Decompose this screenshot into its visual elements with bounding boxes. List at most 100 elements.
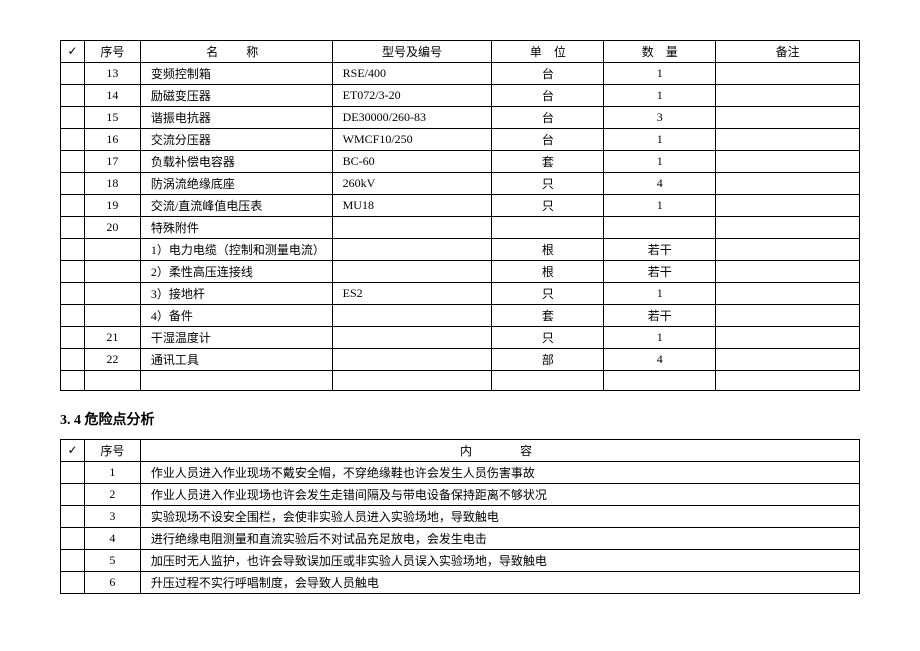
table-row: 19交流/直流峰值电压表MU18只1 [61, 195, 860, 217]
cell-seq: 17 [84, 151, 140, 173]
cell-check [61, 107, 85, 129]
cell-seq: 1 [84, 462, 140, 484]
cell-check [61, 85, 85, 107]
cell-seq [84, 261, 140, 283]
cell-check [61, 462, 85, 484]
section-title: 3. 4 危险点分析 [60, 409, 860, 429]
cell-name: 特殊附件 [140, 217, 332, 239]
cell-model: RSE/400 [332, 63, 492, 85]
cell-qty: 3 [604, 107, 716, 129]
cell-remark [716, 173, 860, 195]
cell-model: BC-60 [332, 151, 492, 173]
t2-h-content: 内 容 [140, 440, 859, 462]
cell-remark [716, 217, 860, 239]
cell-qty: 若干 [604, 305, 716, 327]
cell-seq: 21 [84, 327, 140, 349]
cell-seq [84, 305, 140, 327]
cell-check [61, 371, 85, 391]
cell-seq: 19 [84, 195, 140, 217]
cell-seq: 2 [84, 484, 140, 506]
table-row: 13变频控制箱RSE/400台1 [61, 63, 860, 85]
cell-unit: 只 [492, 173, 604, 195]
cell-remark [716, 107, 860, 129]
cell-name: 2）柔性高压连接线 [140, 261, 332, 283]
cell-content: 加压时无人监护，也许会导致误加压或非实验人员误入实验场地，导致触电 [140, 550, 859, 572]
cell-name: 谐振电抗器 [140, 107, 332, 129]
t2-h-seq: 序号 [84, 440, 140, 462]
cell-name: 励磁变压器 [140, 85, 332, 107]
table-row: 4）备件套若干 [61, 305, 860, 327]
table-row: 1）电力电缆（控制和测量电流）根若干 [61, 239, 860, 261]
cell-remark [716, 151, 860, 173]
cell-check [61, 151, 85, 173]
t2-h-check: ✓ [61, 440, 85, 462]
cell-content: 作业人员进入作业现场也许会发生走错间隔及与带电设备保持距离不够状况 [140, 484, 859, 506]
cell-seq: 3 [84, 506, 140, 528]
cell-name [140, 371, 332, 391]
cell-name: 交流分压器 [140, 129, 332, 151]
cell-check [61, 63, 85, 85]
cell-unit [492, 371, 604, 391]
cell-check [61, 327, 85, 349]
cell-remark [716, 371, 860, 391]
cell-name: 1）电力电缆（控制和测量电流） [140, 239, 332, 261]
cell-name: 负载补偿电容器 [140, 151, 332, 173]
cell-qty: 1 [604, 129, 716, 151]
cell-check [61, 550, 85, 572]
cell-seq: 14 [84, 85, 140, 107]
cell-unit: 台 [492, 63, 604, 85]
table-row: 3）接地杆ES2只1 [61, 283, 860, 305]
cell-remark [716, 85, 860, 107]
cell-unit: 只 [492, 195, 604, 217]
t1-h-name: 名 称 [140, 41, 332, 63]
cell-content: 实验现场不设安全围栏，会使非实验人员进入实验场地，导致触电 [140, 506, 859, 528]
table-row [61, 371, 860, 391]
cell-unit: 台 [492, 107, 604, 129]
cell-qty: 1 [604, 85, 716, 107]
cell-unit: 根 [492, 261, 604, 283]
cell-model: WMCF10/250 [332, 129, 492, 151]
table-row: 21干湿温度计只1 [61, 327, 860, 349]
cell-check [61, 305, 85, 327]
table-row: 2作业人员进入作业现场也许会发生走错间隔及与带电设备保持距离不够状况 [61, 484, 860, 506]
cell-name: 变频控制箱 [140, 63, 332, 85]
cell-qty: 1 [604, 327, 716, 349]
cell-model [332, 239, 492, 261]
cell-seq: 5 [84, 550, 140, 572]
cell-qty: 1 [604, 63, 716, 85]
cell-unit: 只 [492, 283, 604, 305]
cell-check [61, 349, 85, 371]
cell-remark [716, 261, 860, 283]
t1-h-model: 型号及编号 [332, 41, 492, 63]
table-row: 16交流分压器WMCF10/250台1 [61, 129, 860, 151]
cell-remark [716, 239, 860, 261]
cell-qty: 4 [604, 349, 716, 371]
t1-h-qty: 数 量 [604, 41, 716, 63]
table-row: 4进行绝缘电阻测量和直流实验后不对试品充足放电，会发生电击 [61, 528, 860, 550]
t1-h-remark: 备注 [716, 41, 860, 63]
cell-qty: 1 [604, 195, 716, 217]
table-row: 20特殊附件 [61, 217, 860, 239]
cell-unit: 只 [492, 327, 604, 349]
cell-seq: 4 [84, 528, 140, 550]
cell-seq: 16 [84, 129, 140, 151]
cell-qty [604, 371, 716, 391]
cell-content: 升压过程不实行呼唱制度，会导致人员触电 [140, 572, 859, 594]
cell-model: ET072/3-20 [332, 85, 492, 107]
equipment-table: ✓序号名 称型号及编号单 位数 量备注13变频控制箱RSE/400台114励磁变… [60, 40, 860, 391]
cell-check [61, 506, 85, 528]
t1-h-check: ✓ [61, 41, 85, 63]
cell-model: ES2 [332, 283, 492, 305]
cell-model: 260kV [332, 173, 492, 195]
cell-remark [716, 327, 860, 349]
cell-check [61, 528, 85, 550]
cell-remark [716, 305, 860, 327]
cell-name: 通讯工具 [140, 349, 332, 371]
t1-h-seq: 序号 [84, 41, 140, 63]
risk-table: ✓序号内 容1作业人员进入作业现场不戴安全帽，不穿绝缘鞋也许会发生人员伤害事故2… [60, 439, 860, 594]
cell-model: MU18 [332, 195, 492, 217]
table-row: 17负载补偿电容器BC-60套1 [61, 151, 860, 173]
cell-check [61, 217, 85, 239]
cell-model [332, 349, 492, 371]
cell-remark [716, 283, 860, 305]
